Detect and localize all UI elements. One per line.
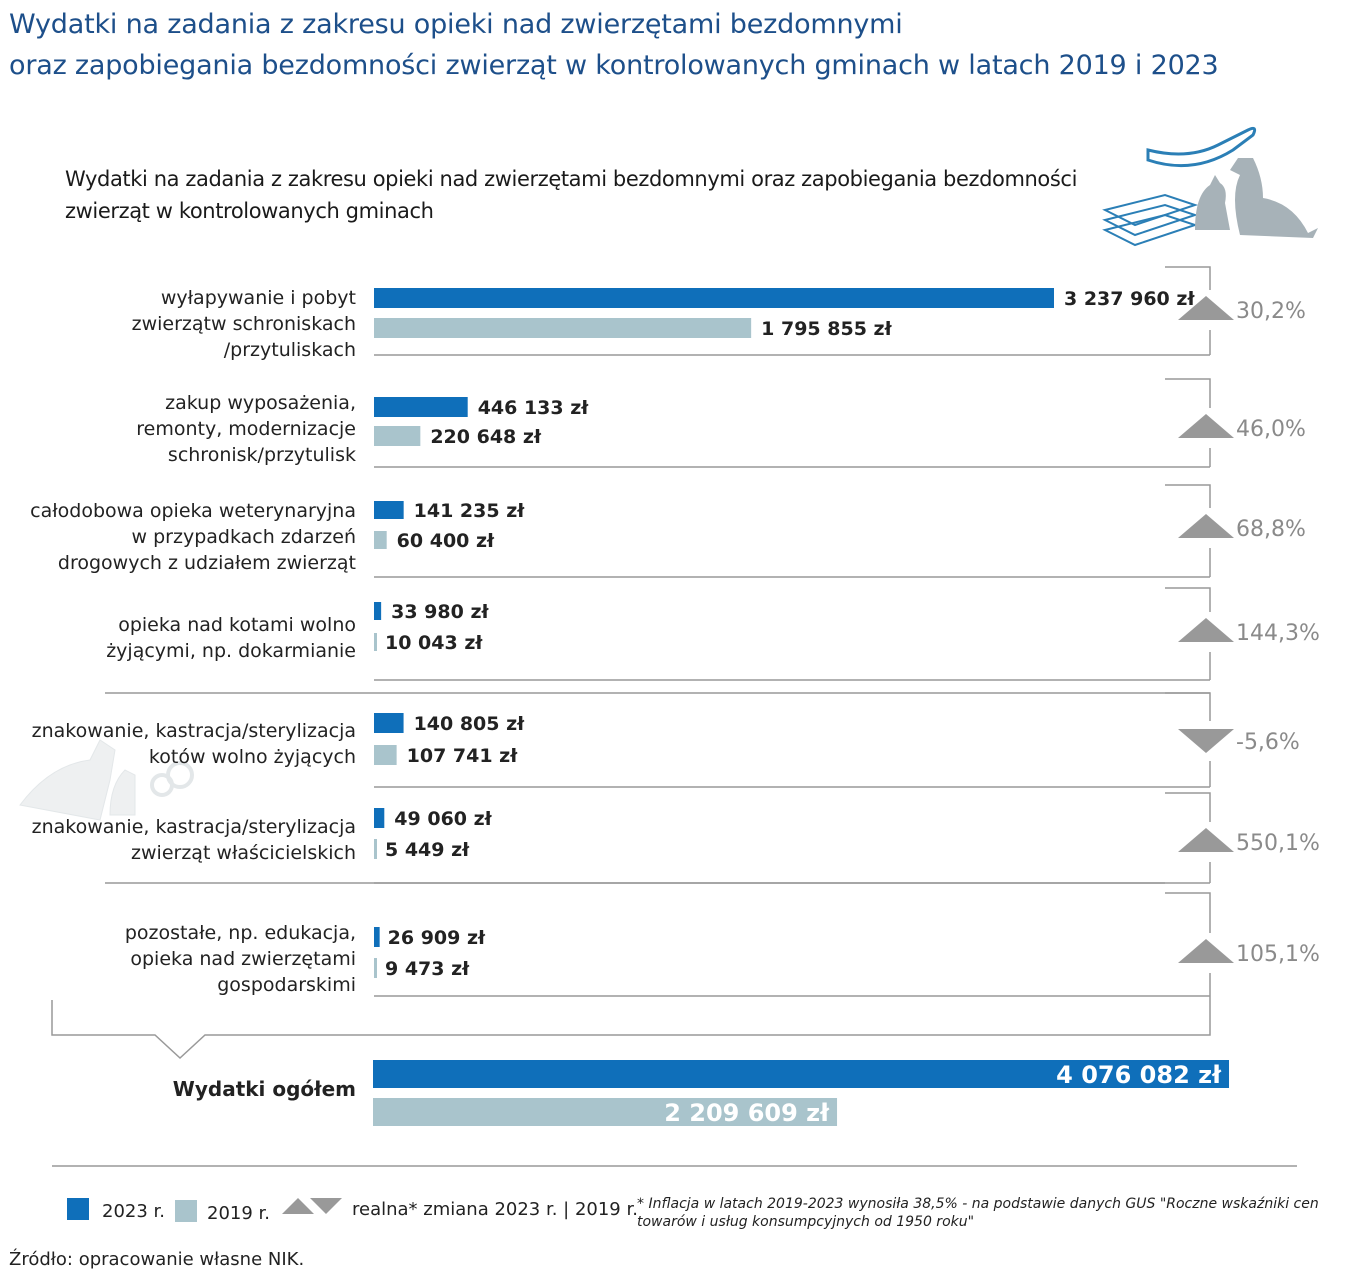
real-change-label: 550,1% <box>1236 831 1320 856</box>
bar-2023 <box>374 602 382 620</box>
category-label: zwierząt właścicielskich <box>131 842 356 864</box>
title-line-1: Wydatki na zadania z zakresu opieki nad … <box>9 9 903 40</box>
bracket-line <box>1165 266 1211 355</box>
bar-2023 <box>374 808 385 828</box>
value-label-2023: 140 805 zł <box>414 713 526 735</box>
value-label-2023: 33 980 zł <box>391 601 489 623</box>
triangle-up-icon <box>1178 618 1234 642</box>
bar-2019 <box>374 426 421 446</box>
bracket-line <box>1165 892 1211 996</box>
triangle-down-icon <box>310 1198 342 1214</box>
real-change-label: -5,6% <box>1236 730 1300 755</box>
category-row: opieka nad kotami wolno żyjącymi, np. dok… <box>106 601 1320 662</box>
bar-2019 <box>374 745 397 765</box>
legend-swatch-2019 <box>175 1200 197 1222</box>
category-label: w przypadkach zdarzeń <box>132 526 356 548</box>
value-label-2019: 9 473 zł <box>385 958 470 980</box>
category-label: znakowanie, kastracja/sterylizacja <box>32 816 356 838</box>
bar-2023 <box>374 927 380 947</box>
category-label: schronisk/przytulisk <box>168 444 356 466</box>
triangle-up-icon <box>1178 939 1234 963</box>
value-label-2023: 26 909 zł <box>388 927 486 949</box>
triangle-up-icon <box>1178 514 1234 538</box>
category-label: drogowych z udziałem zwierząt <box>58 552 356 574</box>
value-label-2023: 141 235 zł <box>414 500 526 522</box>
total-bracket <box>51 996 1211 1060</box>
bar-2019 <box>374 531 387 549</box>
category-label: pozostałe, np. edukacja, <box>125 922 356 944</box>
bar-2023 <box>374 397 468 417</box>
bar-2019 <box>374 633 377 651</box>
title-line-2: oraz zapobiegania bezdomności zwierząt w… <box>9 50 1219 81</box>
footnote-line-1: * Inflacja w latach 2019-2023 wynosiła 3… <box>637 1196 1319 1212</box>
category-row: wyłapywanie i pobyt zwierzątw schroniskac… <box>132 287 1306 361</box>
value-label-2019: 5 449 zł <box>385 839 470 861</box>
bar-2019 <box>374 839 377 859</box>
value-label-2019: 1 795 855 zł <box>761 318 892 340</box>
total-value-2019: 2 209 609 zł <box>664 1099 830 1127</box>
bar-2023 <box>374 501 404 519</box>
category-row: znakowanie, kastracja/sterylizacja zwierz… <box>32 808 1320 864</box>
bar-2019 <box>374 318 752 338</box>
row-separators <box>51 266 1211 1060</box>
total-bar-2023 <box>373 1060 1230 1088</box>
value-label-2019: 107 741 zł <box>407 745 519 767</box>
total-bar-2019 <box>373 1098 838 1126</box>
chart-title: Wydatki na zadania z zakresu opieki nad … <box>65 167 1078 223</box>
legend-swatch-2023 <box>67 1198 89 1220</box>
value-label-2023: 446 133 zł <box>478 397 590 419</box>
triangle-up-icon <box>1178 828 1234 852</box>
real-change-label: 30,2% <box>1236 299 1306 324</box>
category-row: zakup wyposażenia, remonty, modernizacje s… <box>136 392 1306 466</box>
bar-2023 <box>374 713 404 733</box>
category-label: remonty, modernizacje <box>136 418 356 440</box>
category-label: zakup wyposażenia, <box>165 392 356 414</box>
bar-2019 <box>374 958 377 978</box>
real-change-label: 105,1% <box>1236 942 1320 967</box>
total-label: Wydatki ogółem <box>173 1077 356 1101</box>
category-label: kotów wolno żyjących <box>149 746 356 768</box>
page-title: Wydatki na zadania z zakresu opieki nad … <box>9 4 1219 86</box>
category-row: całodobowa opieka weterynaryjna w przypad… <box>30 500 1306 574</box>
category-row: pozostałe, np. edukacja, opieka nad zwier… <box>125 922 1320 996</box>
footnote-line-2: towarów i usług konsumpcyjnych od 1950 r… <box>637 1214 974 1230</box>
value-label-2019: 220 648 zł <box>430 426 542 448</box>
category-label: opieka nad zwierzętami <box>130 948 356 970</box>
bracket-line <box>1165 792 1211 883</box>
real-change-label: 46,0% <box>1236 417 1306 442</box>
category-label: zwierzątw schroniskach <box>132 313 356 335</box>
hand-money-animals-icon <box>1102 126 1318 247</box>
bracket-line <box>1165 484 1211 577</box>
triangle-down-icon <box>1178 729 1234 753</box>
triangle-up-icon <box>1178 296 1234 320</box>
category-label: gospodarskimi <box>217 974 356 996</box>
value-label-2019: 60 400 zł <box>397 530 495 552</box>
category-row: znakowanie, kastracja/sterylizacja kotów … <box>32 713 1300 768</box>
real-change-label: 68,8% <box>1236 517 1306 542</box>
legend-label-2019: 2019 r. <box>207 1203 270 1224</box>
triangle-up-icon <box>1178 414 1234 438</box>
total-value-2023: 4 076 082 zł <box>1056 1061 1222 1089</box>
bracket-line <box>1165 378 1211 467</box>
value-label-2023: 3 237 960 zł <box>1064 288 1195 310</box>
legend-label-change: realna* zmiana 2023 r. | 2019 r. <box>352 1199 638 1220</box>
value-label-2019: 10 043 zł <box>385 632 483 654</box>
bracket-line <box>1165 587 1211 680</box>
category-label: wyłapywanie i pobyt <box>161 287 356 309</box>
triangle-up-icon <box>282 1198 314 1214</box>
category-label: znakowanie, kastracja/sterylizacja <box>32 720 356 742</box>
cat-dog-gender-icon <box>19 739 194 821</box>
source-note: Źródło: opracowanie własne NIK. <box>9 1248 304 1270</box>
legend-label-2023: 2023 r. <box>102 1201 165 1222</box>
category-label: /przytuliskach <box>224 339 356 361</box>
category-label: całodobowa opieka weterynaryjna <box>30 500 356 522</box>
bar-2023 <box>374 288 1054 308</box>
value-label-2023: 49 060 zł <box>394 808 492 830</box>
category-label: opieka nad kotami wolno <box>118 614 356 636</box>
real-change-label: 144,3% <box>1236 621 1320 646</box>
category-label: żyjącymi, np. dokarmianie <box>106 640 356 662</box>
